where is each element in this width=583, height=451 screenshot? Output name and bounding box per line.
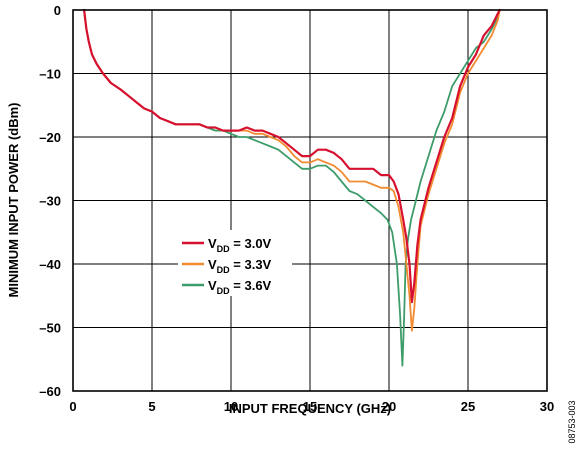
series-lines [82,8,501,367]
x-tick-label: 5 [148,399,155,414]
legend-label-1: VDD = 3.0V [208,236,272,254]
x-tick-label: 20 [382,399,396,414]
x-axis-label: INPUT FREQUENCY (GHz) [229,401,391,416]
y-tick-label: –30 [39,194,61,209]
x-tick-label: 15 [303,399,317,414]
legend-label-3: VDD = 3.6V [208,278,272,296]
y-tick-label: –50 [39,321,61,336]
y-tick-label: –60 [39,384,61,399]
x-tick-labels: 0 5 10 15 20 25 30 [69,399,554,414]
x-tick-label: 10 [224,399,238,414]
y-tick-labels: 0 –10 –20 –30 –40 –50 –60 [39,3,61,399]
x-tick-label: 25 [461,399,475,414]
x-tick-label: 30 [540,399,554,414]
y-tick-label: –20 [39,130,61,145]
figure-id: 08753-003 [567,400,577,443]
series-line-1 [82,8,501,304]
legend: VDD = 3.0V VDD = 3.3V VDD = 3.6V [178,230,292,296]
y-axis-label: MINIMUM INPUT POWER (dBm) [6,103,21,298]
y-tick-label: –10 [39,67,61,82]
y-tick-label: –40 [39,257,61,272]
x-tick-label: 0 [69,399,76,414]
y-tick-label: 0 [54,3,61,18]
legend-label-2: VDD = 3.3V [208,257,272,275]
plot-frame [72,9,548,392]
